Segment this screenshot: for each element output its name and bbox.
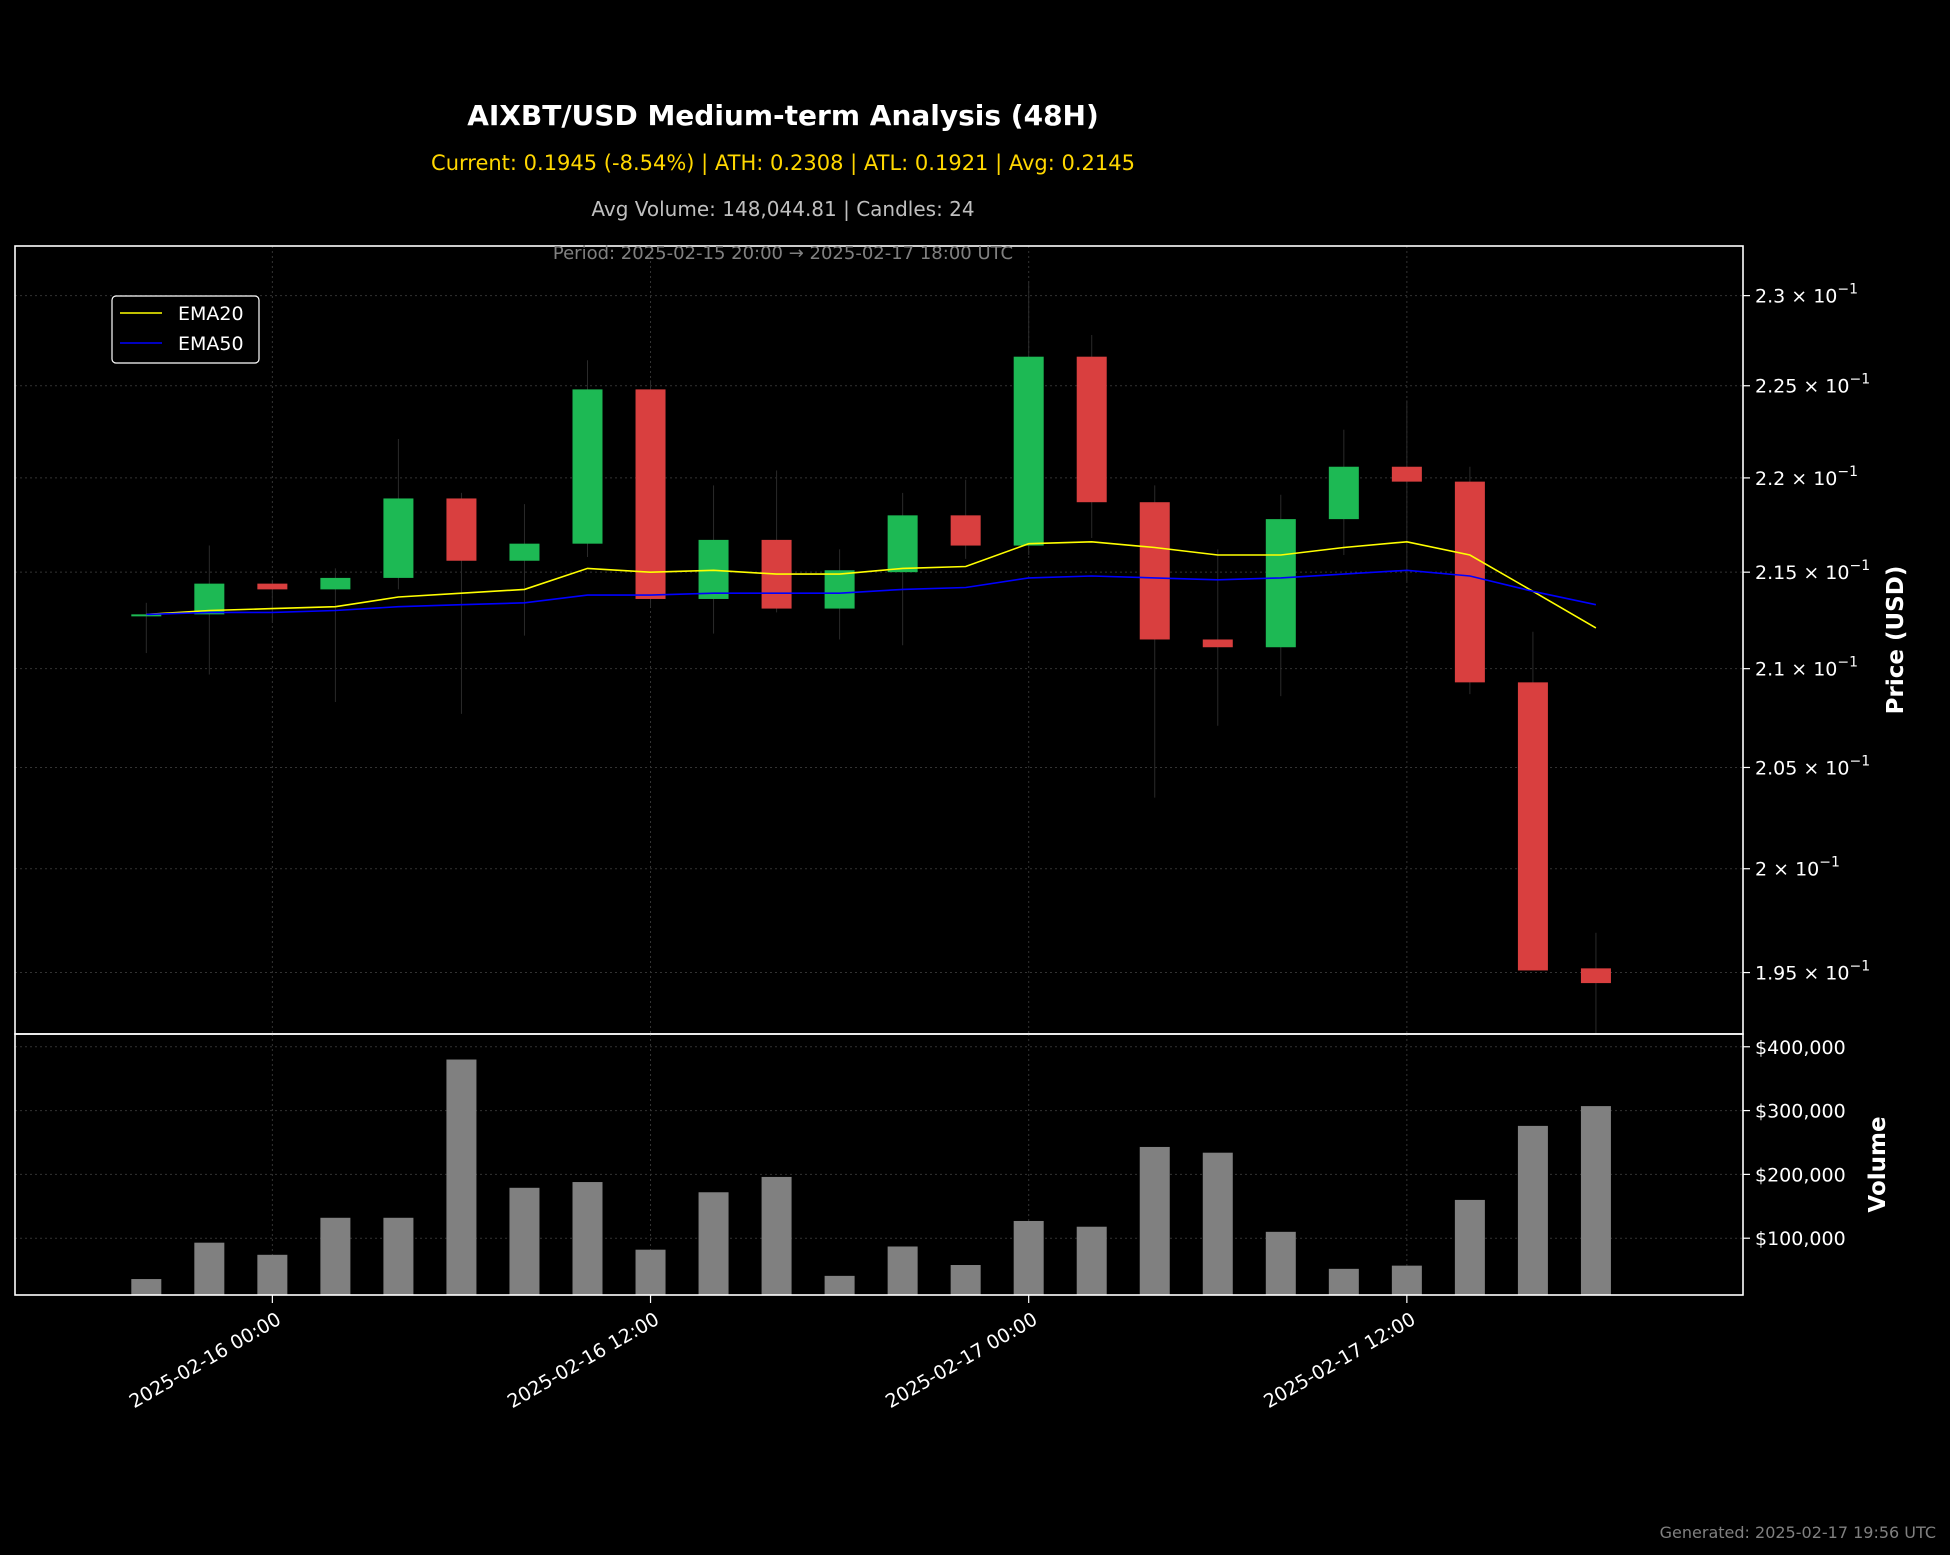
legend-label-ema50: EMA50 xyxy=(178,333,244,355)
volume-bar xyxy=(761,1176,792,1295)
volume-bar xyxy=(1517,1125,1548,1295)
x-tick-label: 2025-02-17 00:00 xyxy=(882,1308,1041,1413)
price-tick-label: 2.1 × 10−1 xyxy=(1755,655,1858,681)
x-tick-label: 2025-02-17 12:00 xyxy=(1260,1308,1419,1413)
volume-bar xyxy=(320,1217,351,1295)
candle-up xyxy=(1013,356,1044,546)
volume-bar xyxy=(446,1059,477,1295)
price-panel: 2.3 × 10−1 2.25 × 10−1 2.2 × 10−1 2.15 × 10… xyxy=(14,245,1909,1035)
volume-bar xyxy=(131,1279,162,1295)
candle-down xyxy=(1391,466,1422,482)
volume-bar xyxy=(383,1217,414,1295)
volume-frame xyxy=(14,1033,1744,1296)
candle-up xyxy=(572,389,603,544)
candle-down xyxy=(1139,502,1170,640)
volume-bar xyxy=(509,1187,540,1295)
volume-bar xyxy=(194,1242,225,1295)
candle-up xyxy=(698,539,729,599)
volume-bar xyxy=(698,1192,729,1295)
volume-panel: $100,000 $200,000 $300,000 $400,000 Volume xyxy=(14,1033,1891,1296)
candle-up xyxy=(1265,519,1296,648)
price-tick-label: 1.95 × 10−1 xyxy=(1755,959,1870,985)
candle-down xyxy=(1580,968,1611,984)
candle-down xyxy=(950,515,981,546)
volume-bar xyxy=(1580,1106,1611,1295)
legend-label-ema20: EMA20 xyxy=(178,303,244,325)
volume-summary: Avg Volume: 148,044.81 | Candles: 24 xyxy=(591,197,975,221)
volume-bar xyxy=(257,1254,288,1295)
volume-bar xyxy=(635,1249,666,1295)
volume-bar xyxy=(887,1246,918,1295)
candle-up xyxy=(824,570,855,609)
legend: EMA20 EMA50 xyxy=(111,295,260,364)
volume-bar xyxy=(1013,1220,1044,1295)
candle-down xyxy=(1202,639,1233,648)
candle-up xyxy=(194,583,225,615)
price-tick-label: 2.25 × 10−1 xyxy=(1755,372,1870,398)
price-axis-label: Price (USD) xyxy=(1883,566,1909,715)
volume-bar xyxy=(572,1182,603,1295)
chart-title: AIXBT/USD Medium-term Analysis (48H) xyxy=(467,99,1099,132)
generated-timestamp: Generated: 2025-02-17 19:56 UTC xyxy=(1659,1523,1936,1542)
candle-up xyxy=(1328,466,1359,520)
x-axis: 2025-02-16 00:00 2025-02-16 12:00 2025-02-… xyxy=(126,1295,1419,1413)
candle-down xyxy=(635,389,666,599)
chart-subtitle: Current: 0.1945 (-8.54%) | ATH: 0.2308 |… xyxy=(431,151,1135,175)
volume-tick-label: $100,000 xyxy=(1755,1228,1846,1250)
volume-tick-label: $200,000 xyxy=(1755,1164,1846,1186)
volume-bar xyxy=(1454,1199,1485,1295)
candle-up xyxy=(383,498,414,578)
candle-up xyxy=(887,515,918,573)
volume-bar xyxy=(1391,1265,1422,1295)
candle-down xyxy=(257,583,288,590)
price-tick-label: 2.2 × 10−1 xyxy=(1755,464,1858,490)
candle-up xyxy=(131,614,162,617)
volume-bar xyxy=(950,1265,981,1295)
volume-tick-label: $300,000 xyxy=(1755,1101,1846,1123)
ema20-line xyxy=(146,540,1597,629)
price-tick-label: 2.15 × 10−1 xyxy=(1755,558,1870,584)
candle-down xyxy=(1076,356,1107,503)
ema50-line xyxy=(146,569,1597,616)
volume-bar xyxy=(1328,1268,1359,1295)
x-tick-label: 2025-02-16 12:00 xyxy=(504,1308,663,1413)
volume-bar xyxy=(1265,1231,1296,1295)
volume-bar xyxy=(824,1275,855,1295)
volume-bar xyxy=(1202,1152,1233,1295)
period-label: Period: 2025-02-15 20:00 → 2025-02-17 18… xyxy=(552,243,1014,264)
price-tick-label: 2.05 × 10−1 xyxy=(1755,753,1870,779)
volume-bar xyxy=(1076,1226,1107,1295)
candle-down xyxy=(1454,481,1485,683)
x-tick-label: 2025-02-16 00:00 xyxy=(126,1308,285,1413)
volume-tick-label: $400,000 xyxy=(1755,1037,1846,1059)
volume-bar xyxy=(1139,1146,1170,1295)
price-tick-label: 2 × 10−1 xyxy=(1755,855,1840,881)
volume-axis-label: Volume xyxy=(1865,1116,1891,1212)
candle-down xyxy=(446,498,477,561)
candle-up xyxy=(509,543,540,561)
price-tick-label: 2.3 × 10−1 xyxy=(1755,282,1858,308)
candle-down xyxy=(1517,682,1548,971)
candle-up xyxy=(320,577,351,590)
